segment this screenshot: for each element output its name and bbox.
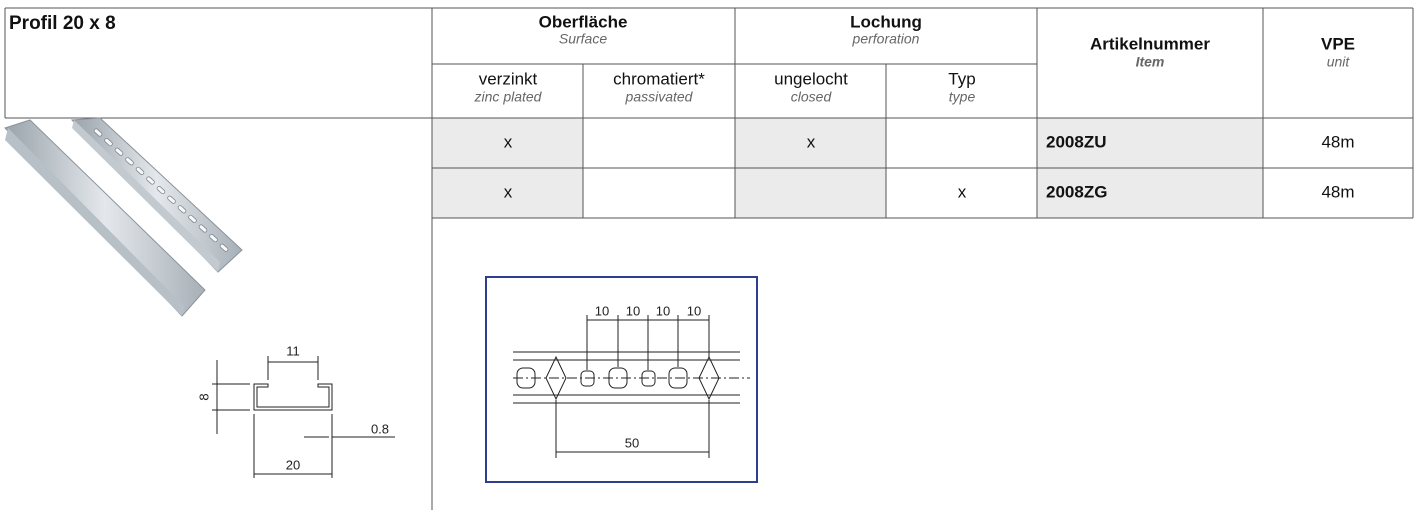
dimension-label: 10	[656, 303, 670, 318]
perforation-drawing: 10 10 10 10 50	[485, 276, 758, 483]
table-cell: x	[504, 132, 513, 151]
perforation-hole	[167, 195, 176, 204]
dimension-label: 20	[286, 457, 300, 472]
group-sublabel: unit	[1327, 54, 1351, 70]
group-sublabel: Item	[1136, 54, 1165, 70]
subcolumn-sublabel: passivated	[625, 89, 694, 105]
group-label: VPE	[1321, 34, 1355, 53]
shading	[432, 118, 1263, 218]
perforation-hole	[125, 157, 134, 166]
subcolumn-sublabel: zinc plated	[474, 89, 543, 105]
table-cell: 48m	[1321, 182, 1354, 201]
group-label: Oberfläche	[539, 12, 628, 31]
table-cell: 2008ZG	[1046, 182, 1107, 201]
table-cell: x	[958, 182, 967, 201]
table-grid	[4, 7, 1414, 510]
profile-drawing: 11 8 0.8 20	[196, 343, 395, 478]
perforation-hole	[209, 234, 218, 243]
subcolumn-label: verzinkt	[479, 69, 538, 88]
perforation-hole	[219, 243, 229, 252]
table-cell: x	[807, 132, 816, 151]
perforation-hole	[104, 138, 113, 147]
dimension-label: 10	[687, 303, 701, 318]
table-cell: 48m	[1321, 132, 1354, 151]
subcolumn-label: Typ	[948, 69, 975, 88]
table-cell: x	[504, 182, 513, 201]
dimension-label: 10	[626, 303, 640, 318]
dimension-label: 0.8	[371, 421, 389, 436]
perforation-hole	[177, 205, 187, 214]
perforation-hole	[146, 176, 155, 185]
dimension-label: 10	[595, 303, 609, 318]
group-sublabel: Surface	[559, 31, 607, 47]
perforation-hole	[156, 186, 166, 195]
perforation-hole	[93, 128, 103, 137]
group-label: Artikelnummer	[1090, 34, 1210, 53]
dimension-label: 50	[625, 435, 639, 450]
subcolumn-sublabel: closed	[791, 89, 833, 105]
group-label: Lochung	[850, 12, 922, 31]
group-sublabel: perforation	[852, 31, 920, 47]
subcolumn-label: chromatiert*	[613, 69, 705, 88]
perforation-hole	[198, 224, 208, 233]
perforation-hole	[188, 214, 197, 223]
subcolumn-sublabel: type	[949, 89, 976, 105]
table-cell: 2008ZU	[1046, 132, 1106, 151]
dimension-label: 11	[286, 343, 300, 358]
dimension-label: 8	[196, 393, 211, 400]
perforation-hole	[114, 147, 124, 156]
subcolumn-label: ungelocht	[774, 69, 848, 88]
perforation-hole	[135, 166, 145, 175]
title: Profil 20 x 8	[9, 13, 116, 34]
product-photo	[4, 117, 243, 317]
